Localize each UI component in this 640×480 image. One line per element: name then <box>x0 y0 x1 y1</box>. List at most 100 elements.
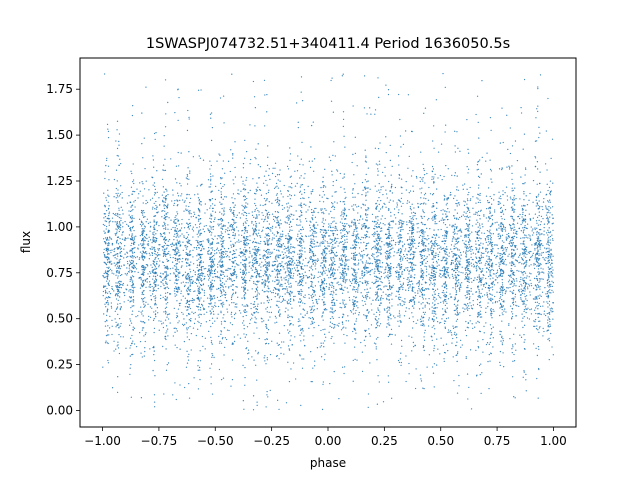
data-point <box>127 225 130 228</box>
data-point <box>231 295 233 297</box>
data-point <box>469 198 472 200</box>
data-point <box>431 326 433 328</box>
data-point <box>275 279 277 281</box>
data-point <box>512 183 514 185</box>
data-point <box>134 286 136 288</box>
data-point <box>498 276 500 278</box>
data-point <box>332 234 335 237</box>
data-point <box>308 235 310 237</box>
data-point <box>268 211 270 214</box>
data-point <box>443 198 446 200</box>
data-point <box>244 205 246 207</box>
data-point <box>328 286 330 289</box>
data-point <box>542 217 544 220</box>
data-point <box>513 224 515 226</box>
data-point <box>547 200 549 202</box>
data-point <box>381 266 383 268</box>
data-point <box>189 170 191 172</box>
data-point <box>474 253 477 255</box>
data-point <box>166 283 168 286</box>
data-point <box>431 242 433 244</box>
data-point <box>364 296 367 298</box>
data-point <box>120 247 123 250</box>
data-point <box>263 175 266 177</box>
data-point <box>511 145 514 147</box>
data-point <box>352 232 354 234</box>
data-point <box>153 202 155 205</box>
data-point <box>505 186 508 188</box>
data-point <box>364 188 366 190</box>
data-point <box>501 312 503 314</box>
data-point <box>401 220 403 222</box>
data-point <box>233 209 235 212</box>
data-point <box>412 228 415 231</box>
data-point <box>386 197 388 199</box>
data-point <box>475 113 477 116</box>
data-point <box>300 404 302 407</box>
data-point <box>536 287 538 289</box>
data-point <box>402 253 405 256</box>
data-point <box>494 301 497 304</box>
data-point <box>383 286 385 288</box>
data-point <box>502 249 504 252</box>
data-point <box>380 297 382 299</box>
data-point <box>247 349 250 351</box>
data-point <box>201 335 204 338</box>
data-point <box>208 239 210 241</box>
data-point <box>464 278 466 280</box>
data-point <box>423 272 425 274</box>
data-point <box>245 272 248 274</box>
data-point <box>406 284 409 286</box>
data-point <box>352 359 354 362</box>
data-point <box>342 246 344 248</box>
data-point <box>299 191 301 194</box>
data-point <box>494 222 496 224</box>
data-point <box>199 157 202 159</box>
data-point <box>533 320 535 322</box>
data-point <box>454 264 456 266</box>
data-point <box>456 300 459 303</box>
data-point <box>516 236 518 239</box>
data-point <box>189 282 192 284</box>
data-point <box>432 288 434 291</box>
data-point <box>352 105 354 107</box>
data-point <box>199 234 201 236</box>
data-point <box>413 286 415 289</box>
data-point <box>549 284 551 287</box>
data-point <box>212 354 214 357</box>
data-point <box>466 286 468 289</box>
data-point <box>291 277 293 279</box>
data-point <box>411 299 413 301</box>
data-point <box>383 272 385 275</box>
data-point <box>500 228 502 230</box>
data-point <box>522 182 524 185</box>
data-point <box>243 408 245 410</box>
data-point <box>337 237 339 240</box>
data-point <box>384 175 386 177</box>
data-point <box>255 322 257 324</box>
data-point <box>186 327 188 329</box>
data-point <box>331 304 333 307</box>
data-point <box>302 259 304 261</box>
data-point <box>180 282 182 284</box>
data-point <box>219 256 221 258</box>
data-point <box>507 281 510 283</box>
data-point <box>506 233 508 236</box>
data-point <box>519 261 521 264</box>
data-point <box>460 235 462 237</box>
data-point <box>361 300 363 302</box>
data-point <box>501 320 503 322</box>
data-point <box>511 262 513 264</box>
data-point <box>279 295 281 297</box>
data-point <box>208 265 210 267</box>
data-point <box>433 320 435 323</box>
data-point <box>354 269 356 271</box>
data-point <box>161 323 163 325</box>
data-point <box>479 244 481 246</box>
data-point <box>376 234 379 236</box>
data-point <box>284 263 286 265</box>
data-point <box>107 359 109 362</box>
data-point <box>397 277 399 279</box>
data-point <box>455 320 458 322</box>
data-point <box>292 324 294 326</box>
